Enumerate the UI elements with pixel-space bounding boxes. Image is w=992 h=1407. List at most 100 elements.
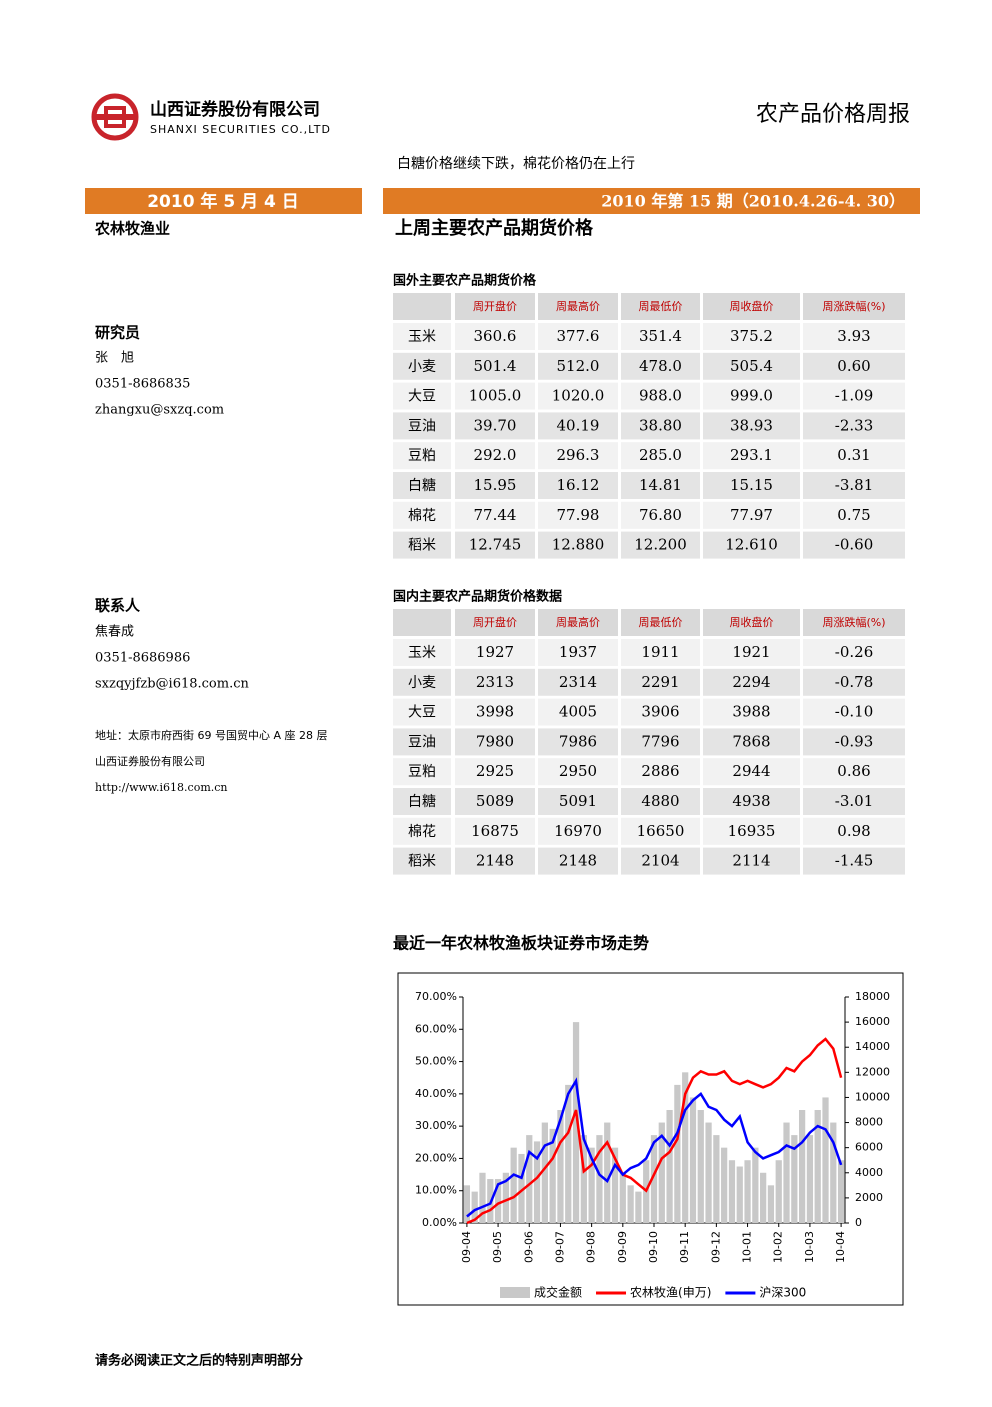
- cell: [393, 698, 451, 726]
- header-cell: [538, 609, 618, 636]
- row-label: 大豆: [408, 705, 436, 721]
- volume-bar: [604, 1122, 611, 1223]
- volume-bar: [510, 1147, 517, 1223]
- cell: [703, 531, 800, 559]
- cell: [393, 442, 451, 470]
- table-title: 国外主要农产品期货价格: [393, 273, 537, 289]
- header-cell: [703, 609, 800, 636]
- cell-value: -0.60: [835, 536, 873, 554]
- cell: [703, 352, 800, 380]
- row-label: 豆油: [408, 418, 436, 434]
- volume-bar: [526, 1135, 533, 1223]
- cell-value: 7796: [641, 732, 679, 750]
- cell: [455, 382, 535, 410]
- cell-value: 77.97: [730, 506, 773, 524]
- volume-bar: [502, 1172, 509, 1223]
- cell: [393, 382, 451, 410]
- cell: [803, 412, 905, 440]
- cell-value: 3988: [732, 703, 770, 721]
- y-tick-label: 0.00%: [422, 1216, 457, 1229]
- cell: [703, 472, 800, 499]
- cell-value: 1005.0: [469, 387, 522, 405]
- volume-bar: [806, 1135, 814, 1223]
- y2-tick-label: 6000: [855, 1141, 883, 1154]
- cell-value: 2114: [732, 852, 770, 870]
- cell-value: 0.98: [837, 822, 870, 840]
- cell: [803, 382, 905, 410]
- section-title: 上周主要农产品期货价格: [395, 217, 594, 239]
- cell: [455, 639, 535, 666]
- x-tick-label: 10-03: [803, 1231, 816, 1263]
- row-label: 豆粕: [408, 764, 436, 780]
- cell-value: 39.70: [474, 416, 517, 434]
- volume-bar: [549, 1128, 556, 1223]
- cell: [393, 668, 451, 696]
- column-header: 周收盘价: [730, 299, 774, 313]
- cell-value: 16650: [637, 822, 685, 840]
- cell-value: 7868: [732, 732, 770, 750]
- cell-value: 2313: [476, 673, 514, 691]
- column-header: 周开盘价: [473, 615, 517, 629]
- cell-value: 40.19: [557, 416, 600, 434]
- cell-value: 501.4: [474, 357, 517, 375]
- cell-value: 5089: [476, 792, 514, 810]
- cell: [703, 758, 800, 786]
- y2-tick-label: 2000: [855, 1191, 883, 1204]
- cell-value: 0.75: [837, 506, 870, 524]
- series-line: [466, 1077, 843, 1218]
- x-tick-label: 09-04: [460, 1231, 473, 1263]
- cell-value: 15.95: [474, 476, 517, 494]
- y-tick-label: 50.00%: [415, 1055, 457, 1068]
- cell: [621, 382, 700, 410]
- cell: [803, 472, 905, 499]
- volume-bar: [728, 1160, 736, 1223]
- volume-bar: [689, 1097, 697, 1223]
- cell-value: 77.98: [557, 506, 600, 524]
- disclaimer: 请务必阅读正文之后的特别声明部分: [95, 1353, 303, 1369]
- cell: [803, 442, 905, 470]
- header-cell: [538, 293, 618, 320]
- cell: [621, 758, 700, 786]
- y2-tick-label: 0: [855, 1216, 862, 1229]
- report-date: 2010 年 5 月 4 日: [147, 191, 299, 212]
- column-header: 周涨跌幅(%): [822, 299, 885, 313]
- cell-value: 1911: [641, 643, 679, 661]
- cell: [538, 501, 618, 529]
- cell-value: -0.10: [835, 703, 873, 721]
- cell: [703, 501, 800, 529]
- chart-title: 最近一年农林牧渔板块证券市场走势: [393, 934, 649, 953]
- cell-value: 5091: [559, 792, 597, 810]
- cell: [538, 758, 618, 786]
- cell: [703, 847, 800, 875]
- x-tick-label: 09-10: [647, 1231, 660, 1263]
- y-tick-label: 10.00%: [415, 1184, 457, 1197]
- cell: [538, 531, 618, 559]
- x-tick-label: 09-07: [553, 1231, 566, 1263]
- cell-value: 1020.0: [552, 387, 605, 405]
- cell-value: -0.78: [835, 673, 873, 691]
- cell-value: 512.0: [557, 357, 600, 375]
- volume-bar: [494, 1179, 502, 1223]
- cell: [803, 847, 905, 875]
- researcher-email: zhangxu@sxzq.com: [95, 403, 224, 418]
- volume-bar: [775, 1160, 782, 1223]
- cell-value: 2148: [559, 852, 597, 870]
- cell: [393, 817, 451, 845]
- cell: [621, 817, 700, 845]
- contact-heading: 联系人: [95, 597, 141, 615]
- cell: [393, 323, 451, 350]
- volume-bar: [697, 1110, 704, 1223]
- row-label: 稻米: [408, 854, 436, 870]
- contact-phone: 0351-8686986: [95, 651, 190, 666]
- volume-bar: [814, 1110, 821, 1223]
- volume-bar: [767, 1185, 775, 1223]
- volume-bar: [580, 1135, 587, 1223]
- cell: [455, 472, 535, 499]
- cell-value: 4880: [641, 792, 679, 810]
- cell: [803, 639, 905, 666]
- volume-bar: [830, 1122, 837, 1223]
- row-label: 稻米: [408, 538, 436, 554]
- column-header: 周涨跌幅(%): [822, 615, 885, 629]
- header-cell: [703, 293, 800, 320]
- cell: [455, 847, 535, 875]
